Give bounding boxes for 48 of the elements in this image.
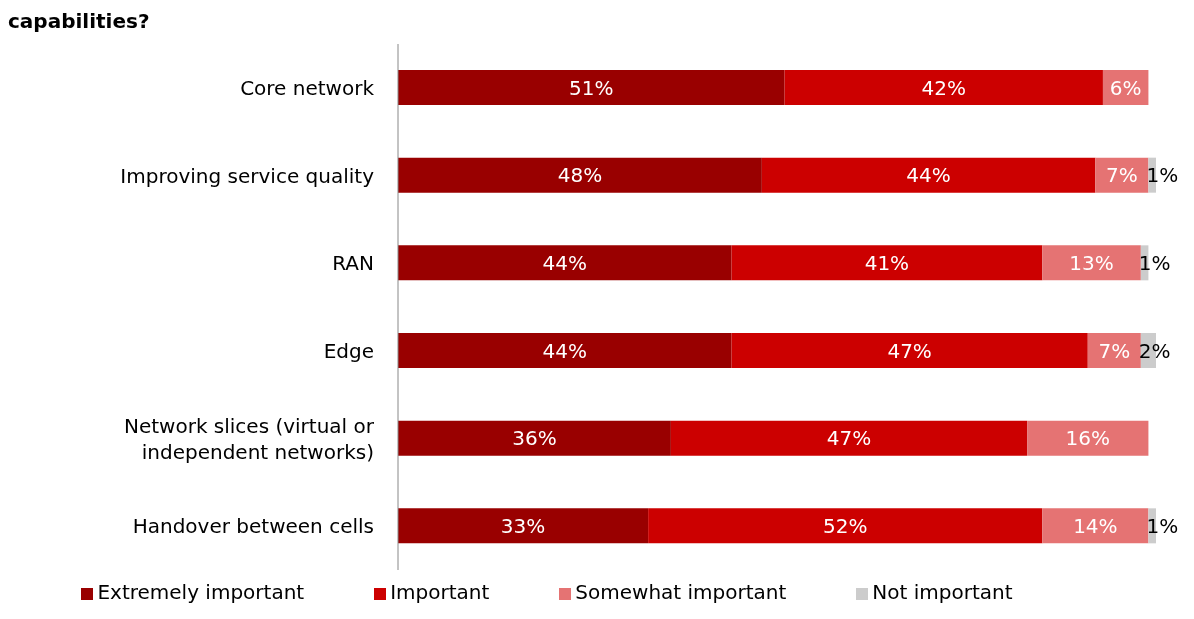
data-label: 51% — [569, 75, 614, 100]
legend-label: Important — [390, 580, 490, 604]
data-label: 44% — [542, 338, 587, 363]
y-tick-label: Network slices (virtual or independent networks) — [123, 413, 375, 464]
legend-label: Not important — [872, 580, 1013, 604]
data-label: 2% — [1138, 338, 1171, 363]
bar — [398, 245, 732, 281]
y-tick-label: Handover between cells — [132, 514, 374, 539]
data-label: 1% — [1146, 163, 1179, 188]
data-label: 16% — [1065, 426, 1111, 451]
y-tick-label: RAN — [332, 251, 374, 276]
data-label: 1% — [1146, 513, 1179, 538]
data-label: 48% — [557, 163, 603, 188]
bar — [398, 70, 785, 105]
data-label: 1% — [1138, 250, 1171, 275]
y-tick-label: Improving service quality — [120, 163, 375, 188]
bar — [1042, 508, 1149, 544]
data-label: 33% — [500, 513, 546, 538]
bar — [731, 245, 1043, 281]
data-label: 47% — [887, 338, 932, 363]
data-label: 52% — [822, 513, 868, 538]
bar — [761, 157, 1096, 193]
bar — [398, 508, 649, 544]
bar — [398, 420, 671, 456]
data-label: 14% — [1073, 513, 1118, 538]
bar — [731, 333, 1088, 368]
data-label: 7% — [1106, 163, 1138, 188]
legend-label: Extremely important — [97, 580, 305, 604]
text: capabilities? — [8, 8, 151, 34]
bar — [398, 333, 732, 368]
data-label: 42% — [921, 75, 966, 100]
data-label: 13% — [1069, 250, 1114, 275]
y-tick-label: Edge — [323, 338, 374, 363]
bar — [1027, 420, 1149, 456]
data-label: 36% — [512, 426, 557, 451]
bar — [670, 420, 1028, 456]
data-label: 44% — [542, 250, 587, 275]
bar — [398, 157, 762, 193]
data-label: 7% — [1098, 338, 1131, 363]
legend-label: Somewhat important — [575, 580, 787, 604]
data-label: 47% — [826, 426, 872, 451]
bar — [1042, 245, 1141, 281]
y-tick-label: Core network — [240, 75, 375, 100]
data-label: 6% — [1109, 75, 1142, 100]
bar — [648, 508, 1043, 544]
data-label: 41% — [864, 250, 910, 275]
bar — [784, 70, 1103, 105]
data-label: 44% — [906, 163, 951, 188]
